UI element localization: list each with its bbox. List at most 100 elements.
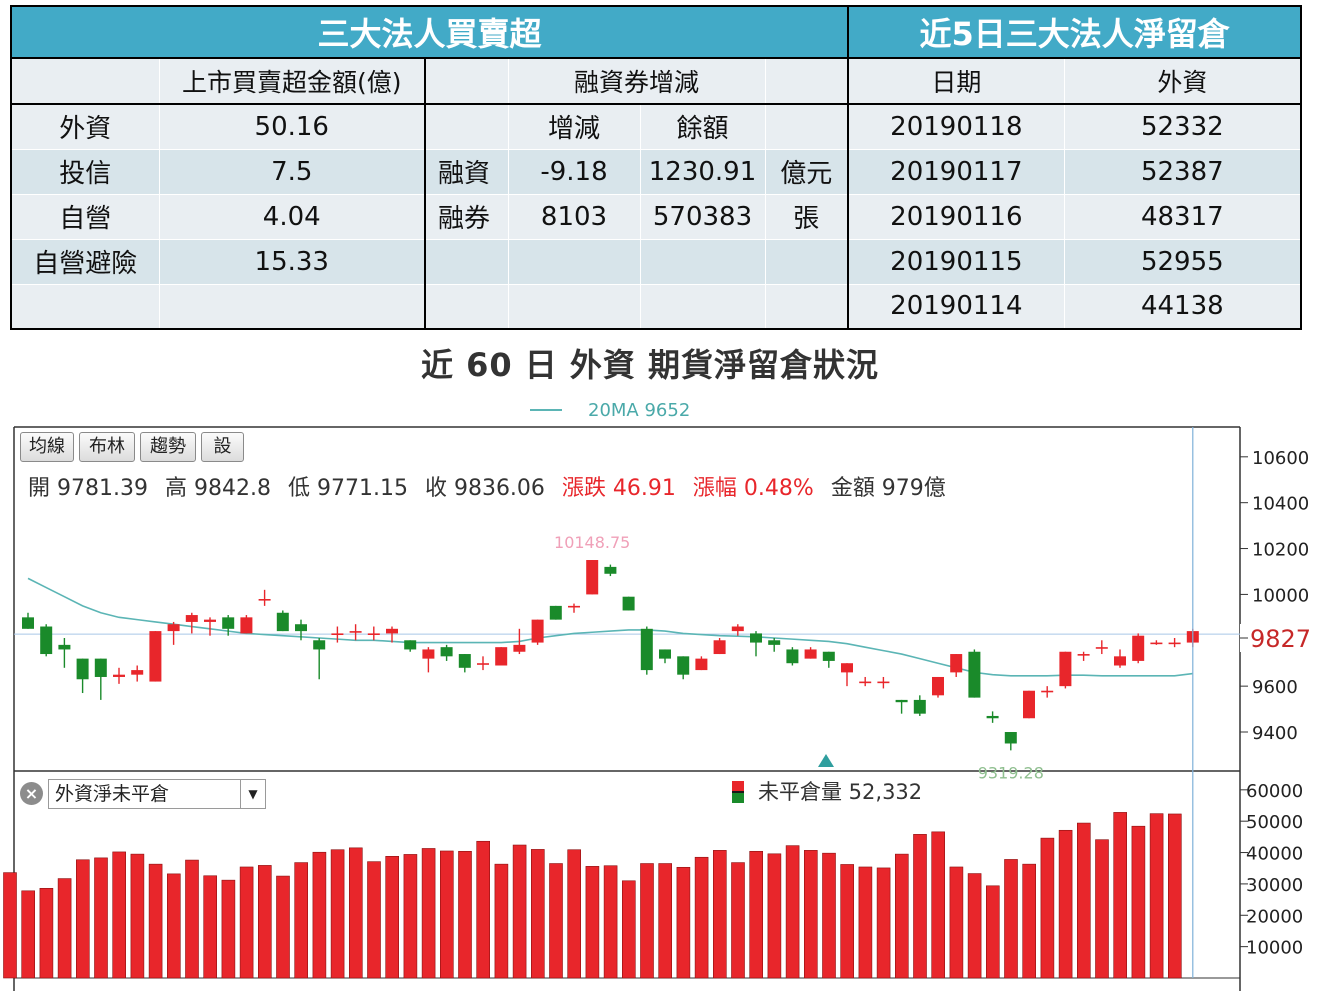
institution-name: 自營避險 (11, 239, 160, 285)
candle-body (422, 649, 435, 659)
header-date: 日期 (848, 58, 1065, 105)
position-foreign: 48317 (1064, 194, 1302, 240)
oi-tick-label: 10000 (1246, 938, 1303, 959)
oi-bar (676, 866, 691, 979)
margin-unit: 張 (765, 194, 850, 240)
oi-bar (785, 845, 800, 979)
candle-body (841, 663, 853, 673)
candle-body (986, 715, 999, 719)
bollinger-button[interactable]: 布林 (79, 432, 135, 462)
oi-bar (894, 853, 909, 979)
oi-bar (185, 859, 199, 979)
summary-right-title: 近5日三大法人淨留倉 (848, 6, 1302, 59)
oi-tick-label: 60000 (1246, 781, 1303, 802)
candle-body (1059, 651, 1072, 687)
candle-body (258, 599, 271, 601)
candle-body (786, 649, 799, 664)
oi-bar (21, 890, 36, 979)
oi-bar (1022, 863, 1037, 979)
close-value: 收 9836.06 (424, 476, 545, 501)
position-date: 20190118 (848, 104, 1065, 150)
candle-body (185, 615, 198, 622)
ohlc-readout: 開 9781.39 高 9842.8 低 9771.15 收 9836.06 漲… (28, 470, 956, 502)
candle-body (313, 640, 326, 650)
cell-empty (508, 284, 641, 330)
oi-bar (476, 840, 491, 979)
chart-title: 近 60 日 外資 期貨淨留倉狀況 (420, 346, 880, 384)
margin-name: 融資 (425, 149, 509, 195)
oi-legend-label: 未平倉量 52,332 (758, 780, 923, 804)
candle-body (604, 566, 617, 574)
oi-bar (530, 849, 545, 979)
oi-bar (949, 866, 964, 979)
oi-bar (148, 863, 163, 979)
margin-change: -9.18 (508, 149, 641, 195)
oi-tick-label: 30000 (1246, 875, 1303, 896)
sub-header-change: 增減 (508, 104, 641, 150)
oi-bar (1168, 813, 1182, 979)
candle-body (458, 654, 471, 668)
oi-bar (239, 866, 254, 979)
position-date: 20190115 (848, 239, 1065, 285)
candle-body (204, 619, 216, 622)
institution-name: 外資 (11, 104, 160, 150)
oi-tick-label: 50000 (1246, 812, 1303, 833)
oi-axis: 60000 50000 40000 30000 20000 10000 (1240, 781, 1303, 959)
max-price-label: 10148.75 (554, 533, 630, 552)
oi-bar (367, 861, 381, 979)
position-foreign: 52387 (1064, 149, 1302, 195)
candle-body (640, 628, 653, 671)
chevron-down-icon[interactable]: ▼ (240, 780, 265, 808)
oi-bar (603, 865, 618, 979)
oi-bar (1095, 839, 1109, 979)
oi-bar (731, 862, 745, 979)
oi-bar (112, 851, 126, 979)
oi-bar (549, 863, 563, 979)
header-margin: 融資券增減 (508, 58, 766, 105)
candle-body (586, 560, 599, 595)
institution-amount: 15.33 (159, 239, 426, 285)
oi-legend: 未平倉量 52,332 (732, 776, 922, 806)
marker-triangle-icon (818, 754, 834, 767)
current-price-box (1240, 624, 1339, 652)
cell-empty (765, 104, 850, 150)
price-tick-label: 10200 (1252, 540, 1309, 561)
oi-bar (57, 878, 72, 979)
ma-button[interactable]: 均線 (20, 432, 74, 462)
indicator-select[interactable]: 外資淨未平倉 (48, 779, 266, 809)
oi-bar (658, 863, 673, 979)
oi-bar (767, 853, 782, 979)
oi-bar (385, 856, 400, 979)
candle-body (1132, 635, 1145, 661)
settings-button[interactable]: 設 (201, 432, 244, 462)
oi-bar (1058, 829, 1073, 979)
candle-body (1023, 690, 1035, 719)
min-price-label: 9319.28 (978, 763, 1044, 782)
candle-body (1041, 690, 1054, 693)
change-pct-value: 漲幅 0.48% (692, 476, 814, 501)
candle-body (695, 658, 708, 671)
institution-name: 自營 (11, 194, 160, 240)
oi-bar (512, 844, 527, 979)
institution-amount: 7.5 (159, 149, 426, 195)
candle-body (1150, 642, 1163, 645)
oi-bar (403, 854, 418, 979)
trend-button[interactable]: 趨勢 (140, 432, 196, 462)
candle-body (1004, 732, 1017, 744)
candle-body (677, 656, 690, 675)
candle-body (950, 654, 963, 673)
close-icon[interactable]: × (20, 782, 43, 805)
candle-body (568, 605, 580, 608)
candle-body (1114, 656, 1126, 666)
candle-body (240, 617, 253, 634)
price-tick-label: 10600 (1252, 448, 1309, 469)
oi-tick-label: 40000 (1246, 844, 1303, 865)
oi-bar (39, 887, 54, 979)
candle-body (76, 658, 89, 680)
oi-bar (3, 872, 17, 979)
candle-body (968, 651, 981, 698)
oi-bar (167, 873, 181, 979)
oi-bar (621, 880, 636, 979)
position-date: 20190116 (848, 194, 1065, 240)
cell-empty (11, 284, 160, 330)
